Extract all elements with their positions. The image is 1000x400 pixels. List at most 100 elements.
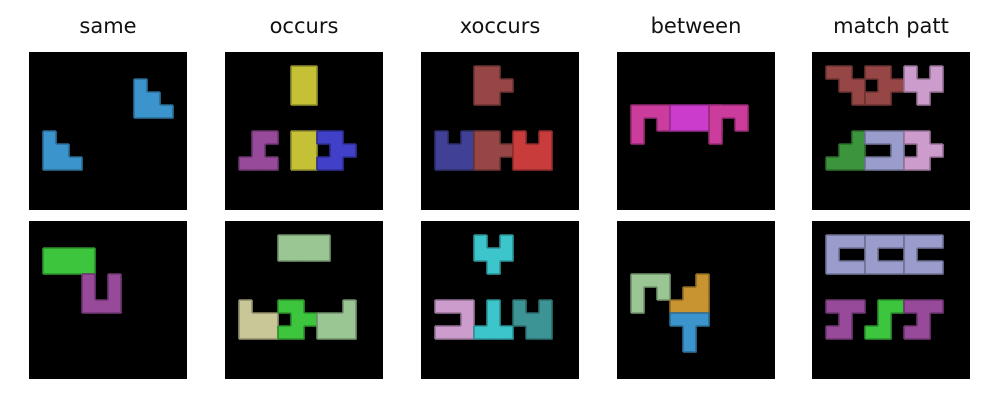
shape-outline [42, 130, 83, 171]
shape-cell [852, 261, 866, 275]
shape-cell [487, 144, 501, 158]
shape-cell [487, 261, 501, 275]
shape-cell [917, 131, 931, 145]
shape-cell [56, 157, 70, 171]
shape-cell [435, 131, 449, 145]
shape-cell [709, 118, 723, 132]
shape-cell [343, 144, 357, 158]
shape-cell [435, 326, 449, 340]
shape-outline [290, 65, 318, 106]
column-title-match-patt: match patt [833, 14, 949, 38]
shape-1 [81, 273, 122, 314]
panel-between-bottom [617, 221, 775, 379]
shape-cell [343, 300, 357, 314]
shape-cell [904, 300, 918, 314]
shape-cell [865, 131, 879, 145]
shape-cell [252, 157, 266, 171]
shape-cell [265, 157, 279, 171]
shape-cell [487, 92, 501, 106]
shape-cell [878, 261, 892, 275]
shape-cell [500, 326, 514, 340]
shape-cell [239, 300, 253, 314]
shape-cell [278, 326, 292, 340]
shape-outline [238, 299, 279, 340]
shape-cell [291, 313, 305, 327]
shape-cell [291, 66, 305, 80]
shape-cell [644, 274, 658, 288]
shape-2 [277, 299, 318, 340]
shape-outline [903, 65, 944, 106]
panel-xoccurs-top [421, 52, 579, 210]
shape-cell [670, 313, 684, 327]
shape-cell [930, 66, 944, 80]
shape-cell [147, 105, 161, 119]
shape-2 [903, 65, 944, 106]
shape-cell [904, 235, 918, 249]
shape-cell [631, 105, 645, 119]
shape-cell [709, 105, 723, 119]
shape-cell [878, 235, 892, 249]
shape-cell [134, 92, 148, 106]
shape-cell [435, 300, 449, 314]
shape-cell [683, 300, 697, 314]
shape-cell [930, 144, 944, 158]
shape-cell [291, 157, 305, 171]
shape-cell [839, 313, 853, 327]
shape-cell [917, 144, 931, 158]
shape-cell [683, 326, 697, 340]
shape-cell [878, 313, 892, 327]
shape-cell [696, 287, 710, 301]
shape-outline [903, 299, 944, 340]
shape-cell [631, 274, 645, 288]
shape-cell [291, 79, 305, 93]
shape-cell [82, 248, 96, 262]
shape-cell [304, 79, 318, 93]
shape-outline [434, 299, 475, 340]
shape-cell [904, 157, 918, 171]
shape-cell [487, 248, 501, 262]
shape-2 [903, 234, 944, 275]
shape-5 [903, 299, 944, 340]
shape-outline [708, 104, 749, 145]
shape-cell [826, 326, 840, 340]
shape-cell [43, 248, 57, 262]
shape-cell [878, 131, 892, 145]
shape-cell [330, 144, 344, 158]
shape-cell [330, 313, 344, 327]
shape-cell [696, 118, 710, 132]
shape-cell [56, 261, 70, 275]
shape-cell [291, 248, 305, 262]
shape-cell [735, 105, 749, 119]
column-title-same: same [79, 14, 137, 38]
shape-outline [864, 234, 905, 275]
shape-cell [878, 79, 892, 93]
shape-cell [878, 66, 892, 80]
shape-cell [852, 157, 866, 171]
shape-cell [487, 326, 501, 340]
shape-cell [539, 157, 553, 171]
shape-cell [865, 235, 879, 249]
shape-cell [917, 326, 931, 340]
panel-match-patt-bottom [812, 221, 970, 379]
shape-cell [239, 313, 253, 327]
panel-occurs-top [225, 52, 383, 210]
shape-cell [526, 326, 540, 340]
shape-cell [539, 300, 553, 314]
shape-cell [461, 157, 475, 171]
shape-cell [461, 300, 475, 314]
shape-cell [891, 261, 905, 275]
shape-cell [852, 131, 866, 145]
shape-cell [839, 261, 853, 275]
shape-2 [290, 130, 318, 171]
shape-cell [539, 313, 553, 327]
shape-cell [917, 300, 931, 314]
shape-cell [696, 300, 710, 314]
shape-cell [683, 105, 697, 119]
shape-cell [448, 144, 462, 158]
shape-cell [435, 144, 449, 158]
shape-outline [473, 234, 514, 275]
shape-cell [683, 118, 697, 132]
shape-cell [839, 66, 853, 80]
shape-cell [852, 144, 866, 158]
shape-cell [487, 300, 501, 314]
